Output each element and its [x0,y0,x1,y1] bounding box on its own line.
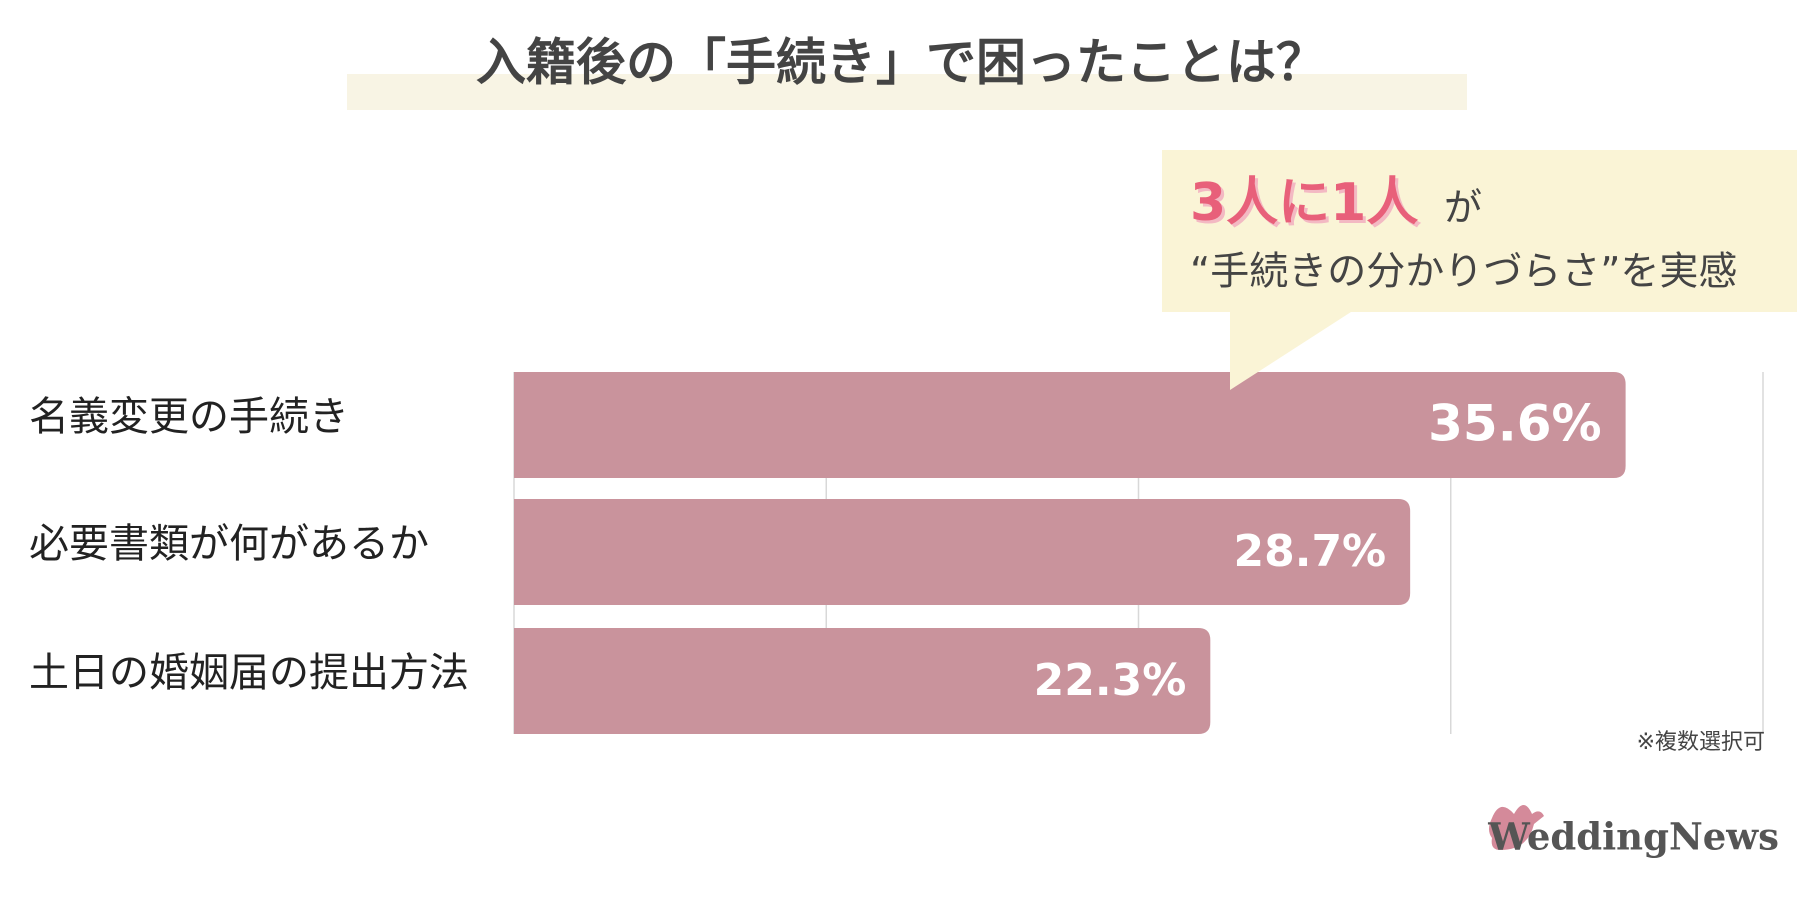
category-label: 名義変更の手続き [29,394,349,440]
callout-box [1162,150,1797,390]
value-label: 35.6% [1428,395,1601,453]
value-label: 22.3% [1034,655,1187,706]
title-highlight [347,74,1467,110]
category-label: 必要書類が何があるか [29,521,429,567]
chart-title: 入籍後の「手続き」で困ったことは？ [476,34,1326,92]
note: ※複数選択可 [1637,730,1765,755]
logo-icon [1489,805,1544,850]
callout-shadow: 3人に1人 [1193,176,1421,236]
callout-highlight: 3人に1人 [1190,173,1418,233]
callout-subtext: “手続きの分かりづらさ”を実感 [1190,250,1737,295]
bar [514,628,1211,734]
callout-text: が [1444,186,1482,230]
category-label: 土日の婚姻届の提出方法 [29,650,469,696]
bars: 35.6% 28.7% 22.3% [514,372,1626,734]
bar [514,499,1411,605]
bar [514,372,1626,478]
logo: WeddingNews [1487,815,1779,859]
value-label: 28.7% [1234,526,1387,577]
